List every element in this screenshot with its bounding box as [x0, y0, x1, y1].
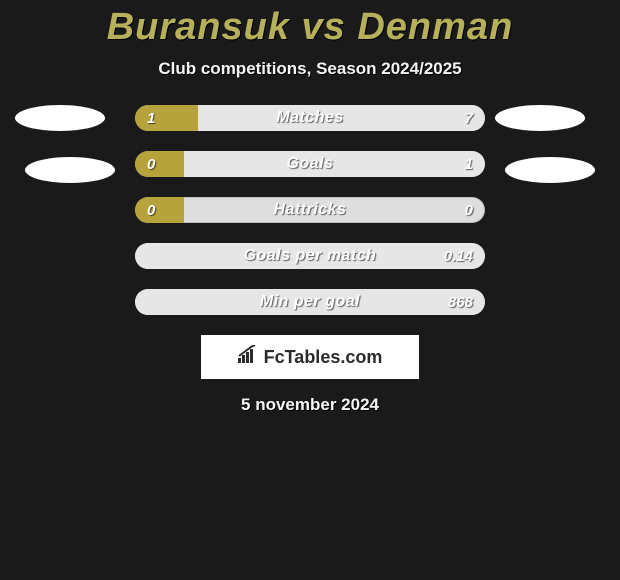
stat-label: Hattricks: [135, 197, 485, 223]
stats-rows: Matches17Goals01Hattricks00Goals per mat…: [135, 105, 485, 315]
stat-row: Matches1 7: [135, 105, 485, 131]
stat-value-left: 1: [147, 105, 155, 131]
stat-value-right: 1: [465, 151, 473, 177]
page-title: Buransuk vs Denman: [0, 0, 620, 49]
subtitle: Club competitions, Season 2024/2025: [0, 59, 620, 79]
stat-row: Hattricks0 0: [135, 197, 485, 223]
team-crest-right: [495, 105, 585, 131]
stat-value-left: 0: [147, 197, 155, 223]
team-crest-left: [25, 157, 115, 183]
stat-value-right: 868: [448, 289, 473, 315]
stats-container: Matches17Goals01Hattricks00Goals per mat…: [0, 105, 620, 315]
team-crest-left: [15, 105, 105, 131]
stat-value-right: 0: [465, 197, 473, 223]
stat-label: Min per goal: [135, 289, 485, 315]
stat-row: Goals per match0.14: [135, 243, 485, 269]
stat-value-left: 0: [147, 151, 155, 177]
chart-icon: [238, 345, 260, 370]
site-badge[interactable]: FcTables.com: [201, 335, 419, 379]
stat-label: Matches: [135, 105, 485, 131]
date-label: 5 november 2024: [0, 395, 620, 415]
site-name: FcTables.com: [264, 347, 383, 368]
team-crest-right: [505, 157, 595, 183]
stat-value-right: 7: [465, 105, 473, 131]
stat-label: Goals per match: [135, 243, 485, 269]
stat-row: Min per goal868: [135, 289, 485, 315]
stat-label: Goals: [135, 151, 485, 177]
stat-row: Goals0 1: [135, 151, 485, 177]
stat-value-right: 0.14: [444, 243, 473, 269]
